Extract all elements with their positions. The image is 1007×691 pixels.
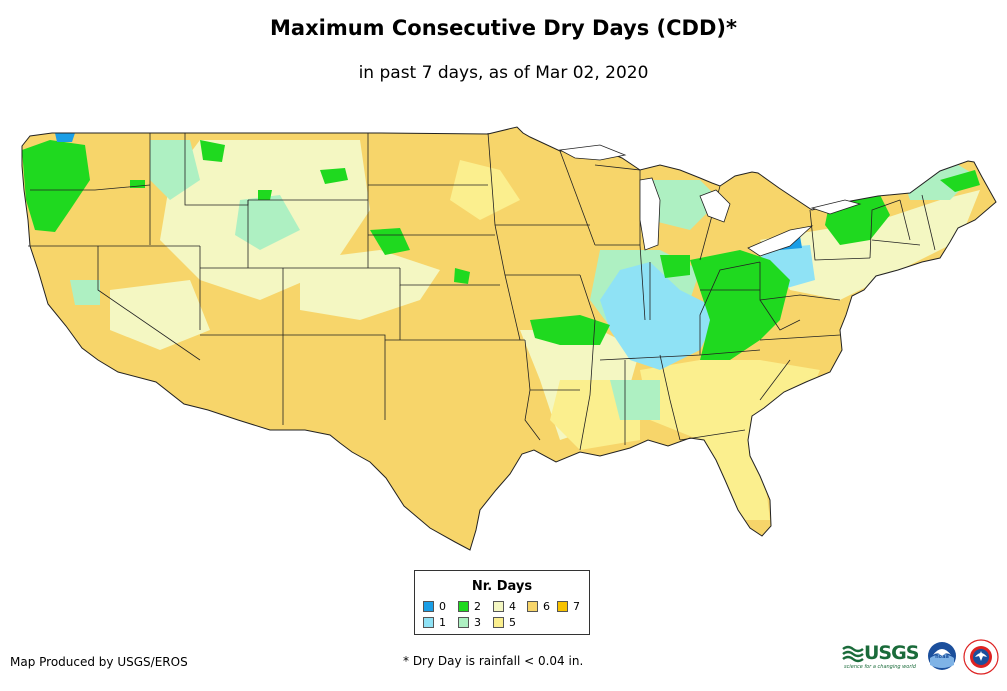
usgs-wordmark: USGS xyxy=(864,642,919,664)
legend-swatch-4 xyxy=(493,601,504,612)
legend: Nr. Days 0 1 2 3 4 5 6 7 xyxy=(414,570,590,635)
cdd-2-zone xyxy=(320,168,348,184)
legend-item-7: 7 xyxy=(557,601,580,613)
map-title: Maximum Consecutive Dry Days (CDD)* xyxy=(270,16,737,40)
cdd-2-zone xyxy=(454,268,470,284)
cdd-2-zone xyxy=(22,140,90,232)
cdd-2-zone xyxy=(200,140,225,162)
map-credit: Map Produced by USGS/EROS xyxy=(10,655,188,669)
legend-label-2: 2 xyxy=(474,600,481,613)
cdd-raster xyxy=(22,127,996,550)
cdd-2-zone xyxy=(660,255,690,278)
nws-logo-icon xyxy=(963,639,999,675)
lake-erie xyxy=(747,225,814,257)
cdd-2-zone xyxy=(530,315,610,345)
legend-swatch-0 xyxy=(423,601,434,612)
usgs-wave-icon xyxy=(842,645,864,663)
legend-item-0: 0 xyxy=(423,601,446,613)
noaa-wordmark: noaa xyxy=(935,654,949,660)
dry-day-footnote: * Dry Day is rainfall < 0.04 in. xyxy=(403,654,584,668)
legend-title: Nr. Days xyxy=(471,579,533,594)
legend-label-4: 4 xyxy=(509,600,516,613)
cdd-3-zone xyxy=(640,180,720,230)
cdd-4-zone xyxy=(760,190,980,300)
usgs-tagline: science for a changing world xyxy=(844,664,916,670)
cdd-2-zone xyxy=(940,170,980,192)
cdd-4-zone xyxy=(300,250,440,320)
cdd-4-zone xyxy=(110,280,210,350)
legend-label-1: 1 xyxy=(439,616,446,629)
cdd-3-zone xyxy=(70,280,100,305)
great-lakes xyxy=(558,144,862,257)
cdd-3-zone xyxy=(610,380,660,420)
cdd-0-zone xyxy=(55,133,75,142)
legend-swatch-5 xyxy=(493,617,504,628)
legend-label-7: 7 xyxy=(573,600,580,613)
legend-label-5: 5 xyxy=(509,616,516,629)
lake-huron xyxy=(699,189,731,223)
legend-item-4: 4 xyxy=(493,601,516,613)
cdd-3-zone xyxy=(235,195,300,250)
cdd-5-zone xyxy=(700,440,770,520)
usgs-logo: USGS science for a changing world xyxy=(842,642,922,672)
cdd-5-zone xyxy=(450,160,520,220)
state-borders xyxy=(28,132,936,451)
cdd-3-zone xyxy=(150,140,200,200)
legend-swatch-6 xyxy=(527,601,538,612)
legend-swatch-2 xyxy=(458,601,469,612)
legend-item-3: 3 xyxy=(458,617,481,629)
legend-item-1: 1 xyxy=(423,617,446,629)
cdd-2-zone xyxy=(258,190,272,200)
legend-label-0: 0 xyxy=(439,600,446,613)
cdd-2-zone xyxy=(690,250,790,360)
legend-item-2: 2 xyxy=(458,601,481,613)
lake-ontario xyxy=(810,199,862,215)
map-subtitle: in past 7 days, as of Mar 02, 2020 xyxy=(358,63,649,83)
lake-michigan xyxy=(639,177,661,251)
lake-superior xyxy=(558,144,627,161)
us-outline xyxy=(21,126,997,551)
legend-swatch-7 xyxy=(557,601,568,612)
legend-item-5: 5 xyxy=(493,617,516,629)
legend-swatch-1 xyxy=(423,617,434,628)
noaa-logo-icon: noaa xyxy=(928,642,956,670)
cdd-1-zone xyxy=(600,262,720,370)
legend-item-6: 6 xyxy=(527,601,550,613)
legend-swatch-3 xyxy=(458,617,469,628)
legend-label-3: 3 xyxy=(474,616,481,629)
legend-label-6: 6 xyxy=(543,600,550,613)
